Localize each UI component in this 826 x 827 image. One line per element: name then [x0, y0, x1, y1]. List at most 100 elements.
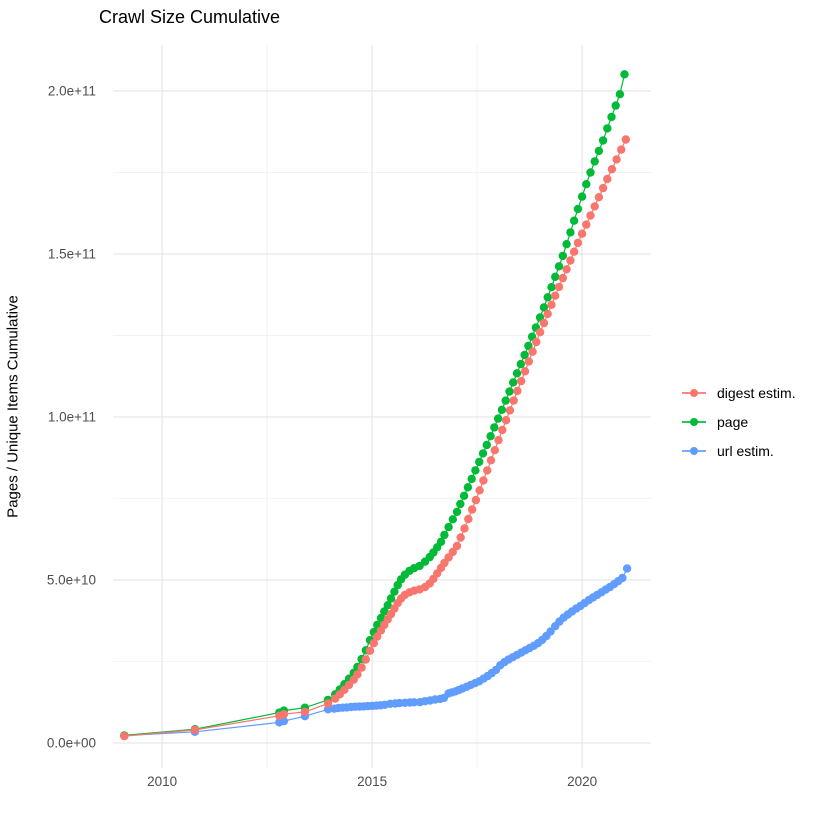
data-point — [517, 376, 526, 386]
data-point — [479, 476, 488, 485]
data-point — [373, 632, 382, 641]
data-point — [577, 192, 587, 201]
data-point — [551, 291, 560, 300]
data-point — [617, 145, 626, 154]
data-point — [463, 483, 473, 492]
y-tick-label: 1.5e+11 — [48, 246, 96, 261]
legend-label: digest estim. — [717, 384, 796, 401]
series-digest-estim- — [120, 135, 630, 741]
data-point — [611, 101, 620, 110]
legend-label: page — [717, 413, 749, 430]
y-tick-label: 0.0e+00 — [47, 735, 96, 750]
data-point — [190, 725, 200, 735]
data-point — [590, 202, 599, 211]
legend-key-url-estim-icon — [681, 443, 707, 459]
data-point — [516, 359, 525, 369]
data-point — [444, 522, 453, 532]
data-point — [478, 449, 488, 458]
data-point — [620, 70, 629, 79]
data-point — [323, 705, 333, 714]
data-point — [464, 514, 473, 524]
gridlines-minor — [113, 45, 651, 768]
legend-item-page: page — [681, 407, 796, 436]
data-point — [300, 707, 310, 717]
legend-key-digest-estim-icon — [681, 385, 707, 401]
legend-item-url-estim: url estim. — [681, 436, 796, 465]
data-point — [539, 318, 549, 328]
data-point — [456, 533, 465, 542]
data-point — [543, 293, 552, 302]
data-point — [547, 300, 556, 309]
data-point — [582, 180, 591, 189]
y-tick-label: 1.0e+11 — [48, 409, 96, 424]
data-point — [520, 367, 530, 376]
data-point — [554, 262, 564, 271]
data-point — [524, 357, 533, 366]
data-point — [566, 228, 575, 237]
y-tick-label: 5.0e+10 — [47, 572, 96, 587]
data-point — [594, 146, 604, 156]
data-point — [573, 204, 583, 214]
legend-label: url estim. — [717, 442, 774, 459]
data-point — [590, 157, 599, 166]
data-point — [586, 168, 595, 177]
data-point — [615, 90, 625, 99]
data-point — [603, 124, 612, 133]
data-point — [498, 425, 507, 435]
chart-title: Crawl Size Cumulative — [99, 7, 281, 27]
data-point — [380, 607, 389, 616]
data-point — [467, 505, 477, 514]
data-point — [509, 378, 518, 387]
data-point — [452, 541, 462, 551]
data-point — [501, 416, 511, 425]
data-point — [497, 405, 507, 414]
data-point — [323, 699, 333, 708]
data-point — [471, 495, 481, 505]
data-point — [440, 530, 449, 540]
data-point — [612, 155, 621, 164]
data-point — [460, 524, 469, 533]
data-point — [369, 639, 378, 648]
data-point — [471, 466, 480, 475]
data-point — [562, 240, 571, 249]
data-point — [361, 655, 370, 664]
data-point — [528, 347, 537, 356]
data-point — [594, 193, 604, 202]
y-axis-tick-labels: 0.0e+00 5.0e+10 1.0e+11 1.5e+11 2.0e+11 — [47, 83, 96, 750]
data-point — [390, 587, 399, 596]
data-point — [524, 341, 533, 351]
data-point — [547, 283, 556, 292]
data-point — [436, 537, 446, 546]
data-point — [409, 698, 419, 707]
data-point — [607, 112, 616, 122]
data-point — [562, 265, 571, 274]
data-point — [475, 457, 484, 467]
data-point — [566, 256, 575, 265]
data-point — [494, 435, 503, 445]
legend: digest estim. page url estim. — [681, 378, 796, 465]
data-point — [501, 396, 510, 405]
data-point — [569, 247, 579, 256]
data-point — [505, 406, 515, 415]
data-point — [493, 414, 503, 423]
data-point — [543, 309, 552, 319]
data-point — [357, 663, 366, 672]
data-point — [573, 238, 583, 248]
data-point — [452, 507, 462, 516]
data-point — [582, 220, 591, 229]
data-point — [622, 564, 632, 573]
data-point — [467, 474, 476, 484]
data-point — [490, 423, 499, 432]
data-point — [459, 491, 469, 500]
data-point — [482, 440, 491, 450]
data-point — [486, 456, 496, 465]
data-point — [505, 387, 514, 396]
data-point — [486, 432, 495, 441]
legend-item-digest-estim: digest estim. — [681, 378, 796, 407]
data-point — [607, 165, 617, 174]
data-point — [120, 731, 129, 741]
data-point — [279, 710, 289, 719]
x-tick-label: 2020 — [567, 774, 597, 789]
